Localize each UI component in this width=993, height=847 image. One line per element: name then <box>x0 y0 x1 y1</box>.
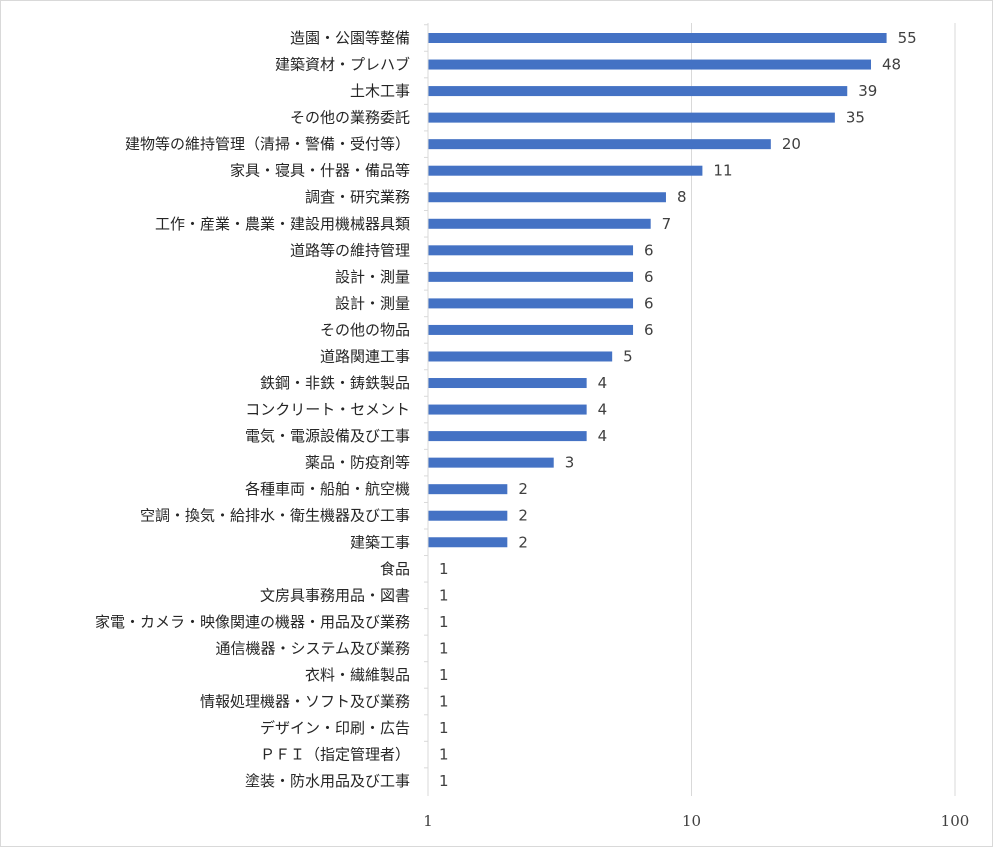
category-label: 道路関連工事 <box>320 347 410 365</box>
data-label: 1 <box>439 666 449 684</box>
category-label: 通信機器・システム及び業務 <box>215 639 410 657</box>
bar <box>428 324 634 335</box>
data-label: 11 <box>713 162 732 180</box>
bar <box>428 484 508 495</box>
data-label: 7 <box>662 215 672 233</box>
data-label: 1 <box>439 746 449 764</box>
data-label: 6 <box>644 294 654 312</box>
bar <box>428 457 554 468</box>
category-label: 薬品・防疫剤等 <box>305 454 410 472</box>
data-label: 5 <box>623 347 633 365</box>
category-label: 建築工事 <box>350 533 410 551</box>
data-label: 1 <box>439 613 449 631</box>
data-label: 6 <box>644 321 654 339</box>
bar <box>428 86 848 97</box>
data-label: 6 <box>644 241 654 259</box>
category-label: 電気・電源設備及び工事 <box>245 427 410 445</box>
category-label: 情報処理機器・ソフト及び業務 <box>200 693 410 711</box>
data-label: 1 <box>439 719 449 737</box>
category-label: ＰＦＩ（指定管理者） <box>260 746 410 764</box>
data-label: 4 <box>598 374 608 392</box>
bar <box>428 378 587 389</box>
bar <box>428 537 508 548</box>
bar <box>428 112 835 123</box>
data-label: 4 <box>598 401 608 419</box>
bar <box>428 218 651 229</box>
category-label: 設計・測量 <box>335 268 410 286</box>
data-label: 2 <box>518 507 528 525</box>
bar <box>428 351 613 362</box>
category-labels: 造園・公園等整備建築資材・プレハブ土木工事その他の業務委託建物等の維持管理（清掃… <box>95 29 410 790</box>
data-label: 4 <box>598 427 608 445</box>
category-axis <box>424 23 429 796</box>
category-label: その他の物品 <box>320 321 410 339</box>
category-label: その他の業務委託 <box>290 109 410 127</box>
category-label: 各種車両・船舶・航空機 <box>245 480 410 498</box>
data-label: 39 <box>858 82 877 100</box>
data-label: 2 <box>518 533 528 551</box>
category-label: 造園・公園等整備 <box>290 29 410 47</box>
bar <box>428 298 634 309</box>
data-label: 35 <box>846 109 865 127</box>
data-label: 1 <box>439 586 449 604</box>
x-tick-label: 1 <box>423 812 433 830</box>
bar <box>428 139 771 150</box>
category-label: 食品 <box>380 560 410 578</box>
data-label: 1 <box>439 693 449 711</box>
data-label: 20 <box>782 135 801 153</box>
category-label: 設計・測量 <box>335 294 410 312</box>
category-label: 鉄鋼・非鉄・鋳鉄製品 <box>260 374 410 392</box>
bar <box>428 404 587 415</box>
bar <box>428 165 703 176</box>
bar <box>428 192 666 203</box>
data-label: 1 <box>439 639 449 657</box>
category-label: コンクリート・セメント <box>245 401 410 419</box>
bars <box>428 33 887 548</box>
bar <box>428 271 634 282</box>
category-label: 家具・寝具・什器・備品等 <box>230 162 410 180</box>
category-label: 建物等の維持管理（清掃・警備・受付等） <box>125 135 410 153</box>
data-label: 8 <box>677 188 687 206</box>
x-tick-label: 10 <box>682 812 701 830</box>
data-label: 6 <box>644 268 654 286</box>
category-label: 塗装・防水用品及び工事 <box>245 772 410 790</box>
bar <box>428 245 634 256</box>
gridlines <box>691 23 956 796</box>
bar <box>428 510 508 521</box>
category-label: 建築資材・プレハブ <box>275 56 410 74</box>
category-label: 空調・換気・給排水・衛生機器及び工事 <box>140 507 410 525</box>
x-tick-label: 100 <box>941 812 970 830</box>
x-axis-tick-labels: 1 10 100 <box>423 812 969 830</box>
bar <box>428 33 887 43</box>
category-label: デザイン・印刷・広告 <box>260 719 410 737</box>
category-label: 文房具事務用品・図書 <box>260 586 410 604</box>
data-label: 48 <box>882 56 901 74</box>
data-label: 1 <box>439 772 449 790</box>
data-label: 2 <box>518 480 528 498</box>
category-label: 家電・カメラ・映像関連の機器・用品及び業務 <box>95 613 410 631</box>
category-label: 道路等の維持管理 <box>290 241 410 259</box>
category-label: 工作・産業・農業・建設用機械器具類 <box>155 215 410 233</box>
bar <box>428 431 587 442</box>
category-label: 衣料・繊維製品 <box>305 666 410 684</box>
data-label: 1 <box>439 560 449 578</box>
data-label: 55 <box>898 29 917 47</box>
category-label: 土木工事 <box>350 82 410 100</box>
category-label: 調査・研究業務 <box>305 188 410 206</box>
data-label: 3 <box>565 454 575 472</box>
bar <box>428 59 872 70</box>
